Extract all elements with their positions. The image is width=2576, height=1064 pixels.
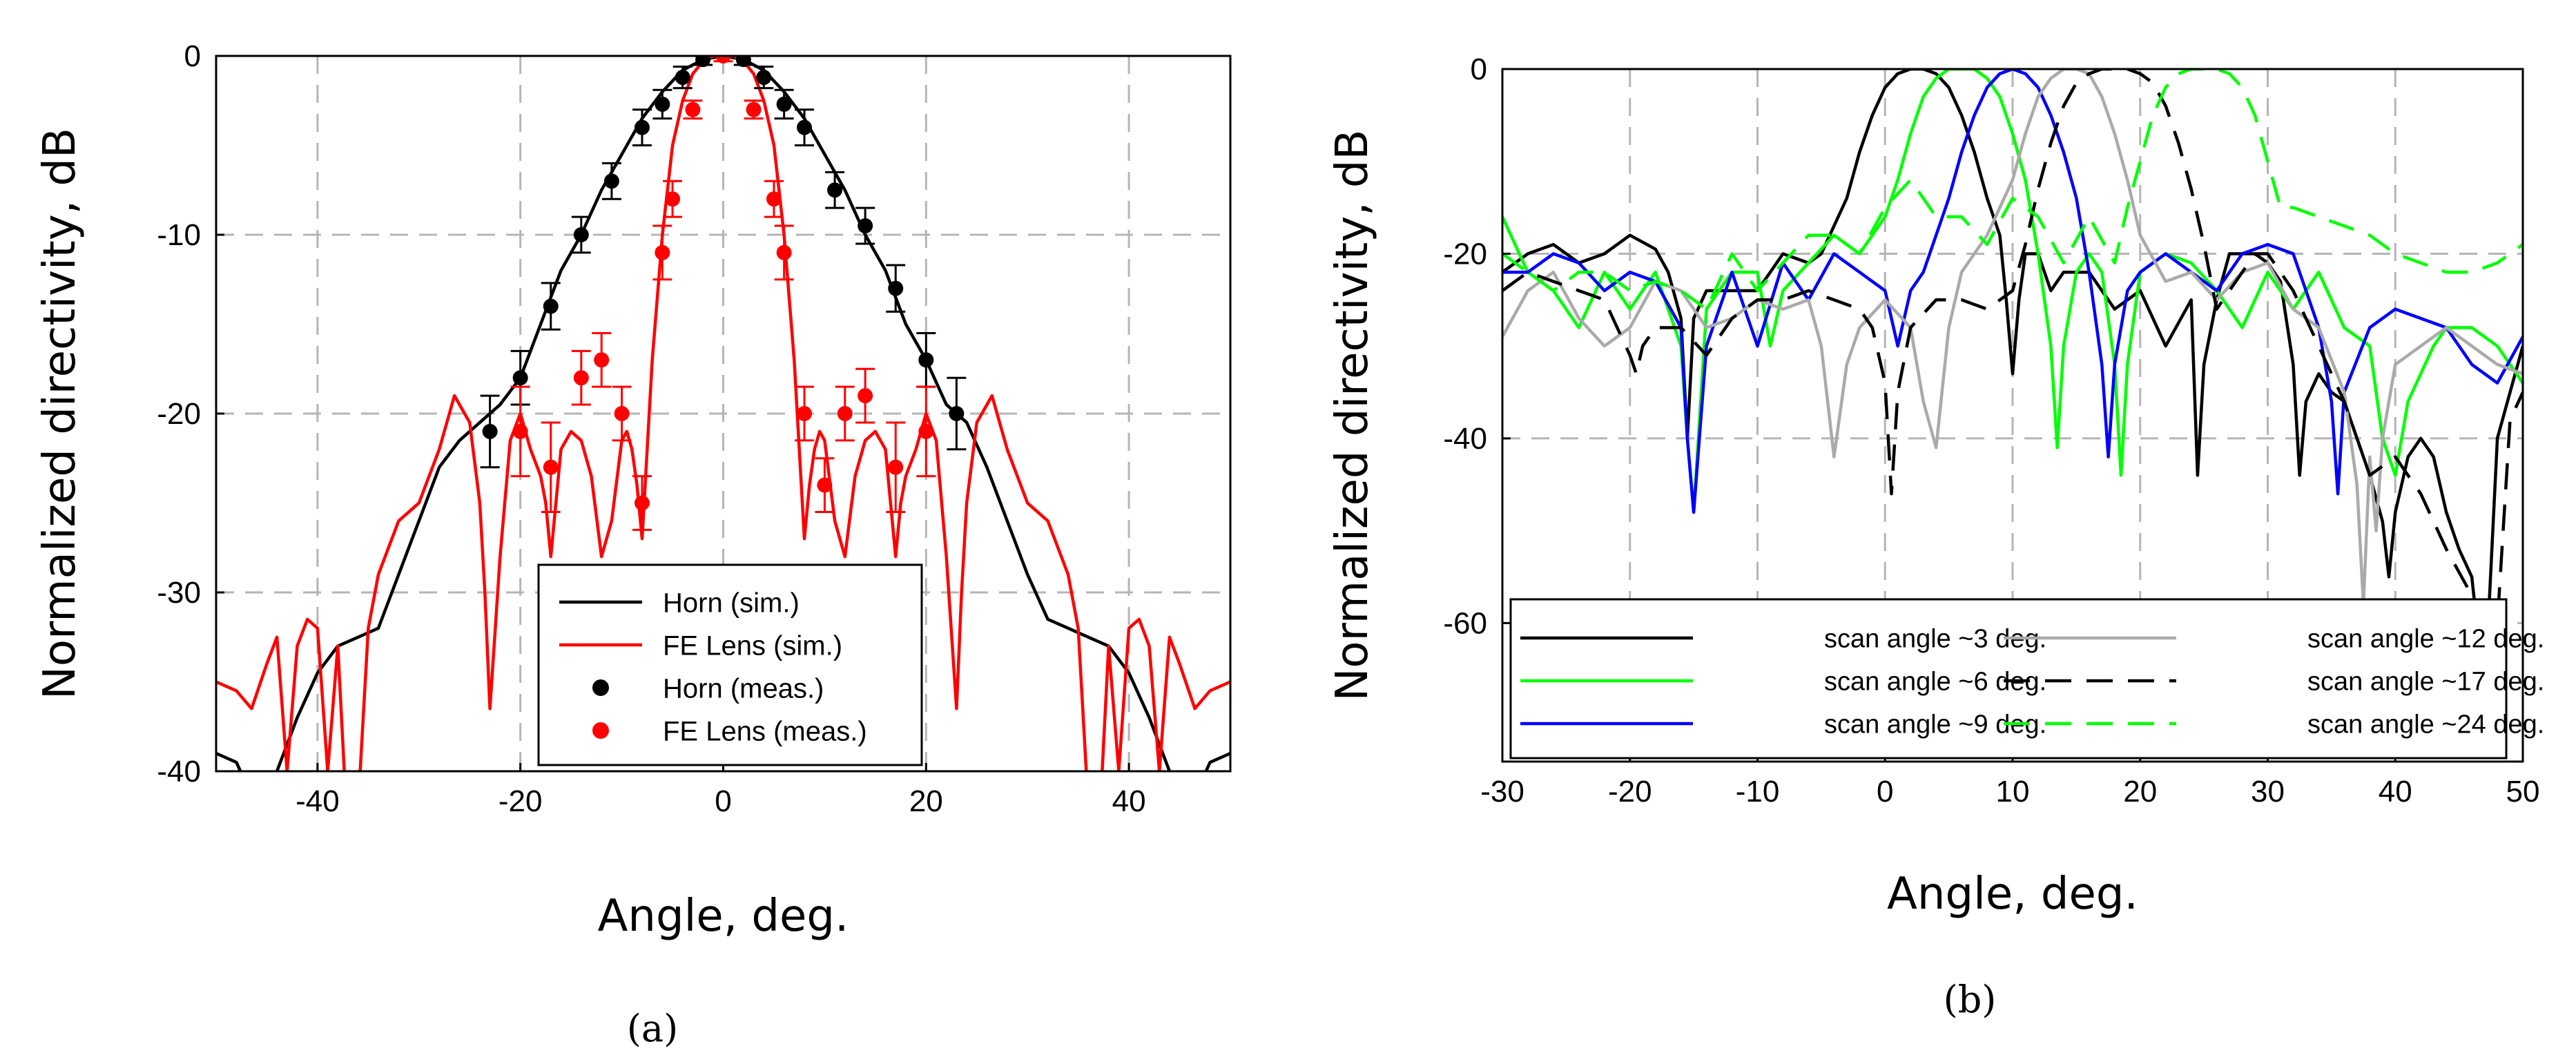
series-line-scan-angle-24-deg [1502,69,2523,311]
data-point-horn-meas [776,96,792,112]
x-axis-label: Angle, deg. [598,891,849,942]
series-line-scan-angle-17-deg [1502,69,2523,625]
data-point-horn-meas [888,280,904,296]
series-line-scan-angle-12-deg [1502,69,2523,606]
x-axis-label: Angle, deg. [1887,869,2138,920]
legend-label-horn-sim: Horn (sim.) [663,588,800,618]
data-point-horn-meas [797,119,813,135]
data-point-fe-lens-meas [655,244,670,260]
y-axis-label: Normalized directivity, dB [1327,130,1378,702]
data-point-fe-lens-meas [817,477,833,493]
y-tick-label: 0 [1471,52,1487,86]
y-tick-label: -40 [1443,422,1487,456]
legend-label-scan-angle-24-deg: scan angle ~24 deg. [2307,710,2544,739]
x-tick-label: 10 [1996,775,2030,809]
x-tick-label: -20 [498,784,543,818]
data-point-horn-meas [512,370,528,386]
x-tick-label: -20 [1608,775,1652,809]
series-line-scan-angle-9-deg [1502,69,2523,514]
x-tick-label: 0 [715,784,731,818]
data-point-horn-meas [858,218,873,234]
x-tick-label: 50 [2506,775,2540,809]
y-tick-label: -20 [157,397,201,431]
data-point-fe-lens-meas [543,459,559,475]
data-point-horn-meas [573,227,589,242]
legend: scan angle ~3 deg.scan angle ~6 deg.scan… [1509,598,2544,760]
data-point-fe-lens-meas [766,191,782,207]
series-line-scan-angle-3-deg [1502,69,2523,699]
data-point-fe-lens-meas [512,423,528,439]
data-point-fe-lens-meas [614,406,630,421]
legend-label-scan-angle-17-deg: scan angle ~17 deg. [2307,668,2544,697]
data-point-fe-lens-meas [573,370,589,386]
x-tick-label: -10 [1736,775,1780,809]
series-line-scan-angle-6-deg [1502,69,2523,514]
x-tick-label: 20 [909,784,943,818]
data-point-horn-meas [827,182,843,198]
data-point-fe-lens-meas [634,495,650,511]
x-tick-label: 0 [1877,775,1893,809]
x-tick-label: -30 [1480,775,1524,809]
data-point-fe-lens-meas [594,352,610,368]
data-point-horn-meas [756,70,772,86]
legend: Horn (sim.) FE Lens (sim.) Horn (meas.) FE … [537,563,923,766]
chart-b: -30 -20 -10 0 10 20 30 40 50 0 -20 -40 -60 Angle, deg… [1327,52,2544,920]
data-point-horn-meas [918,352,934,368]
series-line-fe-lens-sim [216,56,1230,771]
data-point-horn-meas [634,119,650,135]
data-point-fe-lens-meas [837,406,853,421]
data-point-fe-lens-meas [797,406,813,421]
series-line-horn-sim [216,56,1230,771]
legend-swatch-fe-lens-meas [592,722,609,739]
y-tick-label: -10 [157,218,201,252]
data-point-fe-lens-meas [685,101,701,117]
x-tick-label: 30 [2251,775,2285,809]
x-tick-label: -40 [296,784,340,818]
data-point-fe-lens-meas [858,388,873,404]
legend-label-scan-angle-12-deg: scan angle ~12 deg. [2307,625,2544,654]
y-tick-label: -40 [157,755,201,789]
data-point-fe-lens-meas [776,244,792,260]
chart-a: -40 -20 0 20 40 0 -10 -20 -30 -40 Angle, deg. Norma… [35,39,1232,942]
legend-swatch-horn-meas [592,679,609,696]
data-point-horn-meas [482,423,498,439]
x-tick-label: 20 [2123,775,2157,809]
y-tick-label: -60 [1443,606,1487,640]
panel-label-b: (b) [1944,978,1997,1021]
data-point-horn-meas [655,96,670,112]
data-point-fe-lens-meas [918,423,934,439]
y-tick-label: 0 [184,39,201,73]
legend-label-horn-meas: Horn (meas.) [663,673,824,704]
x-tick-label: 40 [2379,775,2412,809]
data-point-horn-meas [675,70,690,86]
data-point-fe-lens-meas [746,101,762,117]
legend-label-fe-lens-sim: FE Lens (sim.) [663,630,842,661]
y-axis-label: Normalized directivity, dB [35,128,86,699]
data-point-fe-lens-meas [665,191,681,207]
data-point-horn-meas [949,406,965,421]
data-point-horn-meas [735,56,751,68]
data-point-horn-meas [543,298,559,314]
data-point-horn-meas [603,173,619,189]
x-tick-label: 40 [1112,784,1146,818]
y-tick-label: -30 [157,576,201,610]
data-point-horn-meas [695,56,711,68]
legend-box [1509,598,2508,760]
panel-label-a: (a) [627,1007,678,1050]
data-point-fe-lens-meas [888,459,904,475]
y-tick-label: -20 [1443,237,1487,271]
data-point-fe-lens-meas [715,56,731,64]
legend-label-fe-lens-meas: FE Lens (meas.) [663,716,867,746]
